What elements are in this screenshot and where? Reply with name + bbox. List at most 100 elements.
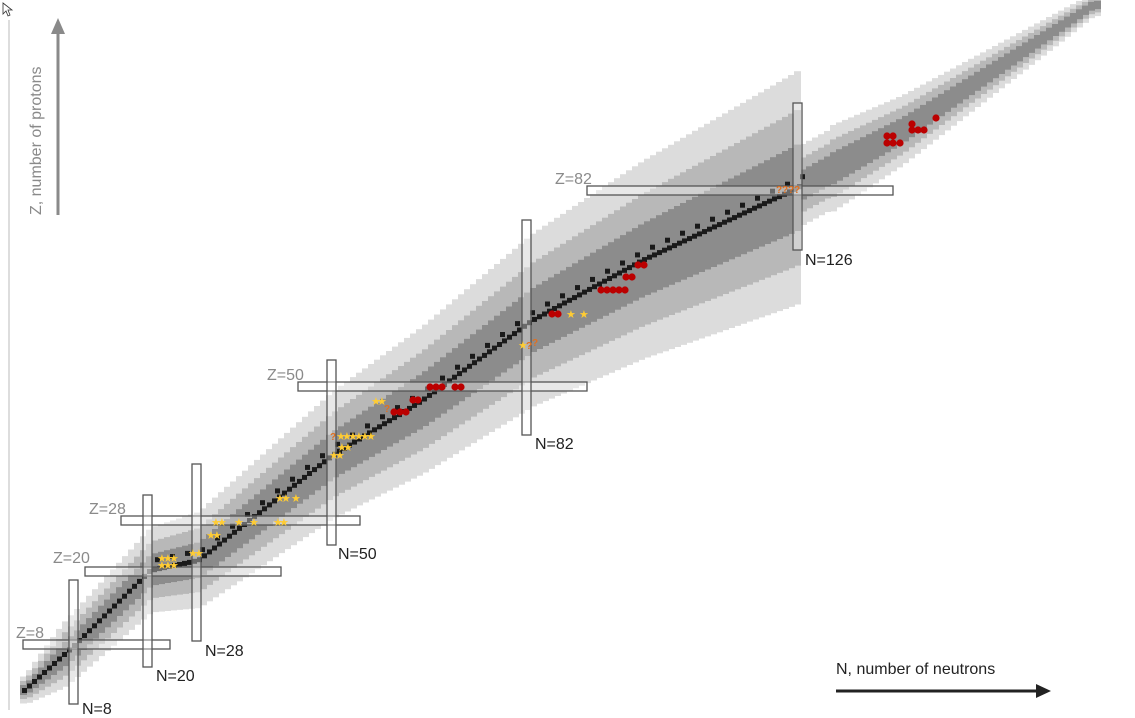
dot-marker bbox=[426, 383, 434, 391]
stable-nuclide-cell bbox=[282, 490, 287, 496]
stable-nuclide-cell bbox=[527, 320, 532, 326]
nuclide-band-cell bbox=[1010, 49, 1017, 66]
stable-nuclide-cell bbox=[592, 284, 597, 290]
stable-nuclide-cell bbox=[127, 588, 132, 594]
magic-number-box bbox=[191, 463, 202, 642]
stable-nuclide-cell bbox=[350, 432, 355, 438]
stable-nuclide-cell bbox=[552, 306, 557, 311]
nuclide-band-cell bbox=[1082, 5, 1089, 15]
magic-z-label: Z=50 bbox=[267, 367, 304, 384]
dot-marker bbox=[634, 261, 642, 269]
dot-marker bbox=[920, 126, 928, 134]
stable-nuclide-cell bbox=[457, 371, 462, 377]
star-marker-icon: ★ bbox=[212, 529, 222, 542]
stable-nuclide-cell bbox=[392, 415, 397, 421]
stable-nuclide-cell bbox=[560, 293, 565, 299]
nuclide-band-cell bbox=[968, 75, 975, 96]
nuclide-band-cell bbox=[860, 137, 867, 167]
dot-marker bbox=[889, 132, 897, 140]
star-marker-icon: ★ bbox=[348, 430, 358, 443]
magic-z-label: Z=28 bbox=[89, 501, 126, 518]
unknown-marker-icon: ? bbox=[776, 185, 782, 196]
star-marker-icon: ★ bbox=[360, 430, 370, 443]
star-marker-icon: ★ bbox=[518, 339, 528, 352]
stable-nuclide-cell bbox=[590, 276, 595, 282]
nuclide-band-cell bbox=[896, 119, 903, 146]
stable-nuclide-cell bbox=[322, 459, 327, 465]
stable-nuclide-cell bbox=[452, 374, 457, 380]
star-marker-icon: ★ bbox=[157, 552, 167, 565]
star-marker-icon: ★ bbox=[194, 547, 204, 560]
nuclide-band-cell bbox=[944, 90, 951, 112]
dot-marker bbox=[451, 383, 459, 391]
stable-nuclide-cell bbox=[147, 569, 152, 574]
dot-marker bbox=[438, 383, 446, 391]
star-marker-icon: ★ bbox=[336, 430, 346, 443]
magic-n-label: N=28 bbox=[205, 643, 244, 660]
stable-nuclide-cell bbox=[577, 292, 582, 298]
stable-nuclide-cell bbox=[522, 323, 527, 329]
stable-nuclide-cell bbox=[687, 236, 692, 242]
nuclide-band-cell bbox=[842, 146, 849, 178]
stable-nuclide-cell bbox=[547, 308, 552, 314]
stable-nuclide-cell bbox=[717, 222, 722, 228]
unknown-marker-icon: ? bbox=[794, 185, 800, 196]
magic-number-box bbox=[586, 185, 894, 196]
nuclide-band-cell bbox=[1004, 53, 1011, 70]
stable-nuclide-cell bbox=[177, 562, 182, 567]
dot-marker bbox=[908, 126, 916, 134]
magic-number-box bbox=[792, 102, 803, 251]
stable-nuclide-cell bbox=[792, 186, 797, 192]
stable-nuclide-cell bbox=[37, 674, 42, 680]
n-axis-title: N, number of neutrons bbox=[836, 661, 995, 678]
magic-number-box bbox=[120, 515, 361, 526]
stable-nuclide-cell bbox=[372, 427, 377, 433]
magic-number-box bbox=[326, 359, 337, 546]
dot-marker bbox=[640, 261, 648, 269]
stable-nuclide-cell bbox=[500, 332, 505, 337]
nuclide-band-cell bbox=[1094, 0, 1101, 10]
stable-nuclide-cell bbox=[395, 405, 400, 411]
star-marker-icon: ★ bbox=[206, 529, 216, 542]
stable-nuclide-cell bbox=[62, 652, 67, 657]
stable-nuclide-cell bbox=[477, 356, 482, 362]
stable-nuclide-cell bbox=[277, 494, 282, 500]
stable-nuclide-cell bbox=[602, 278, 607, 284]
dot-marker bbox=[396, 408, 404, 416]
stable-nuclide-cell bbox=[515, 321, 520, 327]
stable-nuclide-cell bbox=[32, 679, 37, 684]
unknown-marker-icon: ? bbox=[532, 338, 538, 349]
stable-nuclide-cell bbox=[587, 286, 592, 292]
stable-nuclide-cell bbox=[237, 525, 242, 531]
stable-nuclide-cell bbox=[622, 267, 627, 273]
nuclide-band-cell bbox=[824, 156, 831, 187]
dot-marker bbox=[603, 286, 611, 294]
stable-nuclide-cell bbox=[665, 237, 670, 243]
magic-n-label: N=8 bbox=[82, 701, 112, 718]
unknown-marker-icon: ? bbox=[788, 185, 794, 196]
stable-nuclide-cell bbox=[462, 367, 467, 373]
nuclide-band-cell bbox=[818, 159, 825, 190]
stable-nuclide-cell bbox=[740, 202, 745, 208]
stable-nuclide-cell bbox=[597, 281, 602, 287]
dot-marker bbox=[622, 273, 630, 281]
stable-nuclide-cell bbox=[492, 345, 497, 351]
unknown-marker-icon: ? bbox=[384, 404, 390, 415]
stable-nuclide-cell bbox=[537, 314, 542, 320]
stable-nuclide-cell bbox=[797, 184, 802, 190]
stable-nuclide-cell bbox=[557, 303, 562, 309]
stable-nuclide-cell bbox=[207, 549, 212, 555]
stable-nuclide-cell bbox=[627, 265, 632, 271]
dot-marker bbox=[597, 286, 605, 294]
nuclide-band-cell bbox=[800, 169, 807, 200]
stable-nuclide-cell bbox=[485, 342, 490, 348]
star-marker-icon: ★ bbox=[354, 430, 364, 443]
stable-nuclide-cell bbox=[682, 238, 687, 244]
nuclide-band-cell bbox=[938, 93, 945, 117]
stable-nuclide-cell bbox=[710, 216, 715, 222]
magic-number-box bbox=[22, 639, 171, 650]
stable-nuclide-cell bbox=[117, 598, 122, 604]
stable-nuclide-cell bbox=[352, 439, 357, 445]
stable-nuclide-cell bbox=[530, 310, 535, 316]
